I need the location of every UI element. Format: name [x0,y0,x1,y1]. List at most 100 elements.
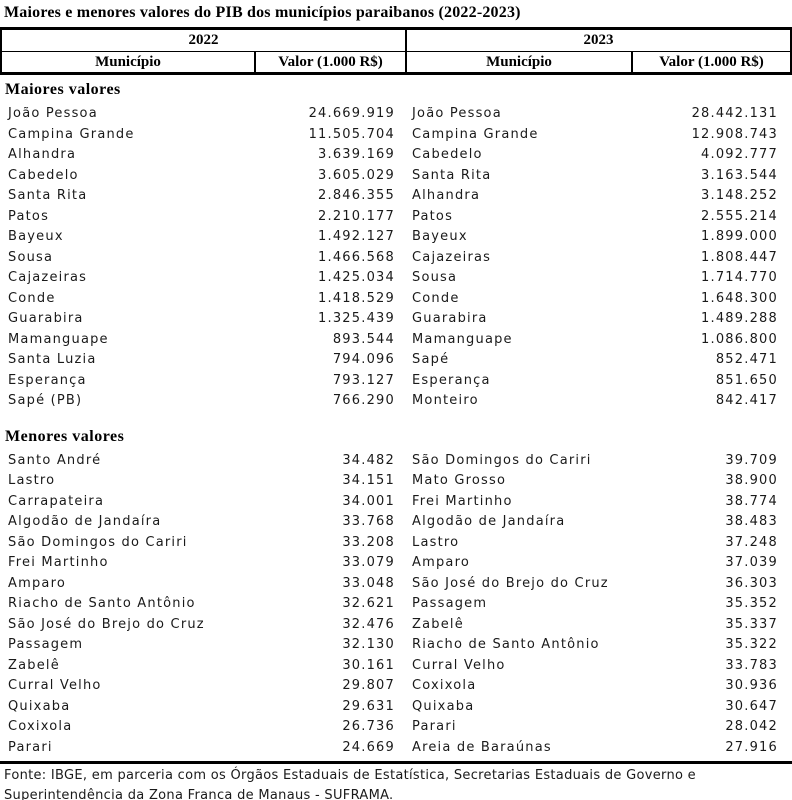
valor-cell-2023: 4.092.777 [701,147,778,162]
municipio-cell-2022: Mamanguape [8,331,109,347]
municipio-cell-2022: Cajazeiras [8,270,88,285]
valor-cell-2023: 1.648.300 [701,290,778,306]
table-row: Conde 1.418.529 Conde 1.648.300 [0,289,792,310]
valor-cell-2023: 38.900 [725,473,778,488]
table-row: Coxixola 26.736 Parari 28.042 [0,717,792,738]
valor-cell-2023: 3.163.544 [701,167,778,183]
table-row: Lastro 34.151 Mato Grosso 38.900 [0,471,792,492]
valor-cell-2022: 766.290 [332,393,395,408]
valor-cell-2022: 32.130 [342,637,395,652]
valor-cell-2023: 39.709 [725,452,778,468]
municipio-cell-2023: Sousa [412,270,458,285]
table-row: Carrapateira 34.001 Frei Martinho 38.774 [0,492,792,513]
valor-cell-2023: 12.908.743 [691,126,778,142]
valor-cell-2022: 893.544 [332,331,395,347]
table-row: Curral Velho 29.807 Coxixola 30.936 [0,676,792,697]
municipio-cell-2022: Lastro [8,473,56,488]
table-title: Maiores e menores valores do PIB dos mun… [0,0,792,30]
municipio-cell-2023: Cajazeiras [412,249,492,265]
municipio-cell-2023: Riacho de Santo Antônio [412,637,600,652]
table-row: João Pessoa 24.669.919 João Pessoa 28.442.1… [0,104,792,125]
municipio-cell-2023: Curral Velho [412,657,506,673]
municipio-cell-2023: Frei Martinho [412,493,513,509]
valor-cell-2022: 34.482 [342,452,395,468]
valor-cell-2023: 28.442.131 [691,106,778,121]
valor-cell-2023: 38.774 [725,493,778,509]
municipio-cell-2023: São José do Brejo do Cruz [412,575,609,591]
valor-cell-2022: 29.631 [342,698,395,714]
municipio-cell-2023: Sapé [412,352,450,367]
municipio-cell-2022: Algodão de Jandaíra [8,514,162,529]
municipio-cell-2022: Coxixola [8,719,73,734]
municipio-cell-2022: Guarabira [8,311,84,326]
municipio-cell-2022: Santo André [8,452,102,468]
valor-cell-2022: 1.466.568 [318,249,395,265]
municipio-cell-2023: Algodão de Jandaíra [412,514,566,529]
valor-cell-2022: 32.621 [342,596,395,611]
table-row: Sousa 1.466.568 Cajazeiras 1.808.447 [0,248,792,269]
table-row: Frei Martinho 33.079 Amparo 37.039 [0,553,792,574]
valor-cell-2022: 33.048 [342,575,395,591]
table-row: Campina Grande 11.505.704 Campina Grande 12… [0,125,792,146]
column-header-row: Município Valor (1.000 R$) Município Val… [2,52,790,72]
valor-cell-2022: 33.208 [342,534,395,550]
table-row: Santo André 34.482 São Domingos do Cariri 3… [0,451,792,472]
municipio-cell-2023: Cabedelo [412,147,483,162]
table-row: Algodão de Jandaíra 33.768 Algodão de Jand… [0,512,792,533]
municipio-cell-2023: Zabelê [412,616,464,632]
table-row: São José do Brejo do Cruz 32.476 Zabelê 35.… [0,615,792,636]
valor-cell-2022: 34.151 [342,473,395,488]
year-header-2022: 2022 [2,30,407,51]
table-header: 2022 2023 Município Valor (1.000 R$) Mun… [0,30,792,75]
table-row: Amparo 33.048 São José do Brejo do Cruz 36.… [0,574,792,595]
valor-cell-2022: 33.768 [342,514,395,529]
municipio-cell-2023: Mamanguape [412,331,513,347]
municipio-cell-2023: Coxixola [412,678,477,693]
valor-cell-2023: 30.936 [725,678,778,693]
municipio-cell-2023: Lastro [412,534,460,550]
valor-cell-2023: 30.647 [725,698,778,714]
valor-cell-2022: 29.807 [342,678,395,693]
municipio-cell-2023: São Domingos do Cariri [412,452,592,468]
column-header-valor-2023: Valor (1.000 R$) [659,54,764,70]
valor-cell-2023: 35.352 [725,596,778,611]
table-row: Santa Luzia 794.096 Sapé 852.471 [0,350,792,371]
valor-cell-2023: 38.483 [725,514,778,529]
table-row: Patos 2.210.177 Patos 2.555.214 [0,207,792,228]
year-header-2023: 2023 [583,32,614,48]
table-row: Guarabira 1.325.439 Guarabira 1.489.288 [0,309,792,330]
column-header-municipio-2023: Município [407,52,633,72]
table-row: Bayeux 1.492.127 Bayeux 1.899.000 [0,227,792,248]
valor-cell-2023: 852.471 [715,352,778,367]
table-row: Mamanguape 893.544 Mamanguape 1.086.800 [0,330,792,351]
municipio-cell-2023: Esperança [412,372,491,388]
municipio-cell-2023: Bayeux [412,229,468,244]
table-row: Cabedelo 3.605.029 Santa Rita 3.163.544 [0,166,792,187]
table-row: Passagem 32.130 Riacho de Santo Antônio 35.… [0,635,792,656]
valor-cell-2022: 26.736 [342,719,395,734]
municipio-cell-2023: Santa Rita [412,167,492,183]
municipio-cell-2023: Amparo [412,555,470,570]
municipio-cell-2023: Quixaba [412,698,475,714]
municipio-cell-2022: Amparo [8,575,66,591]
table-body: Maiores valores João Pessoa 24.669.919 João… [0,80,792,758]
valor-cell-2023: 1.808.447 [701,249,778,265]
municipio-cell-2022: Sapé (PB) [8,393,83,408]
valor-cell-2023: 1.899.000 [701,229,778,244]
valor-cell-2023: 1.086.800 [701,331,778,347]
valor-cell-2023: 33.783 [725,657,778,673]
valor-cell-2022: 1.492.127 [318,229,395,244]
valor-cell-2023: 851.650 [715,372,778,388]
source-note: Fonte: IBGE, em parceria com os Órgãos E… [0,761,792,800]
column-header-valor-2022: Valor (1.000 R$) [256,52,407,72]
municipio-cell-2022: Campina Grande [8,126,135,142]
valor-cell-2022: 32.476 [342,616,395,632]
municipio-cell-2022: Riacho de Santo Antônio [8,596,196,611]
municipio-cell-2022: Passagem [8,637,84,652]
valor-cell-2022: 1.425.034 [318,270,395,285]
valor-cell-2022: 2.846.355 [318,188,395,203]
valor-cell-2022: 2.210.177 [318,208,395,224]
municipio-cell-2022: Frei Martinho [8,555,109,570]
valor-cell-2023: 28.042 [725,719,778,734]
